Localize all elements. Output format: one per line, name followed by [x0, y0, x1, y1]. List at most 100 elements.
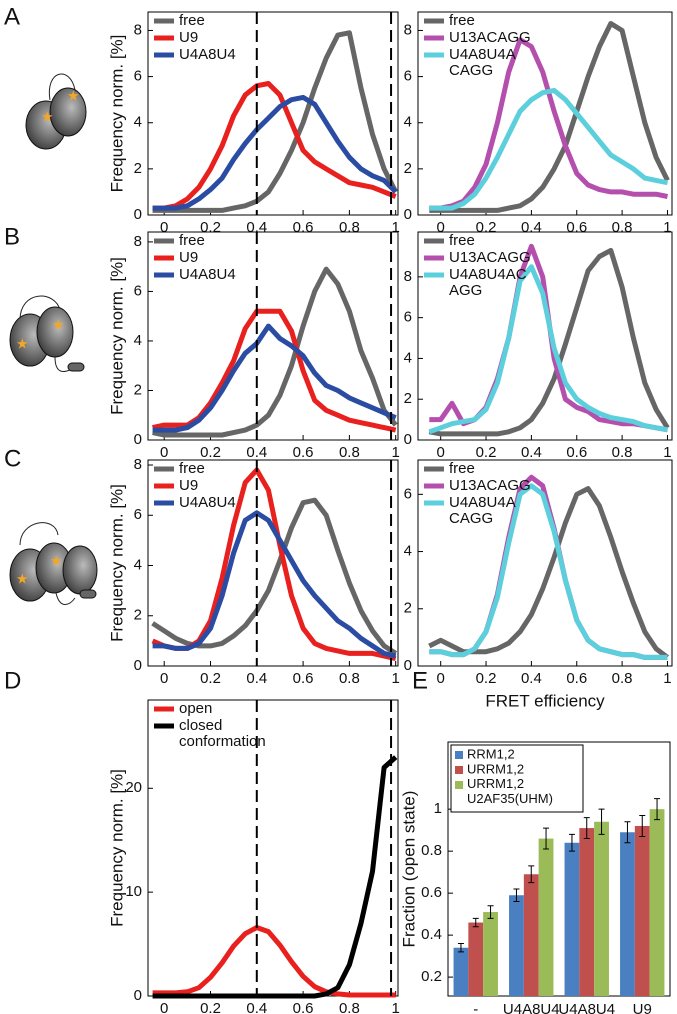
y-tick-label: 4 — [404, 114, 412, 131]
x-tick-label: 0.6 — [566, 670, 587, 687]
y-tick-label: 2 — [134, 607, 142, 624]
y-tick-label: 0 — [404, 657, 412, 674]
y-tick-label: 4 — [134, 114, 142, 131]
series-line — [152, 323, 397, 433]
y-tick-label: 4 — [134, 332, 142, 349]
error-bar — [654, 798, 661, 821]
y-tick-label: 0.6 — [421, 884, 442, 901]
bar — [579, 828, 595, 996]
y-tick-label: 0 — [404, 206, 412, 223]
x-tick-label: 0.4 — [521, 670, 542, 687]
x-tick-label: 0.4 — [521, 444, 542, 461]
series-line — [429, 21, 670, 213]
y-tick-label: 4 — [404, 349, 412, 366]
legend-label: closed conformation — [179, 717, 266, 750]
x-tick-label: 0 — [160, 1000, 168, 1014]
bar — [483, 912, 498, 996]
x-tick-label: 0.8 — [612, 219, 633, 236]
x-tick-label: 0 — [160, 219, 168, 236]
svg-text:★: ★ — [41, 109, 54, 125]
error-bar — [583, 817, 590, 840]
x-tick-label: 0.6 — [293, 219, 314, 236]
plot-frame — [417, 231, 673, 441]
y-tick-label: 6 — [134, 506, 142, 523]
svg-text:★: ★ — [16, 336, 29, 352]
x-tick-label: 1 — [663, 670, 671, 687]
x-tick-label: 0.4 — [521, 219, 542, 236]
series-line — [428, 264, 668, 435]
x-tick-label: 0 — [437, 670, 445, 687]
y-tick-label: 0 — [134, 206, 142, 223]
legend-label: free — [179, 12, 205, 29]
x-tick-label: 0.2 — [476, 219, 497, 236]
panel-label: B — [4, 223, 20, 250]
legend-label: U4A8U4 — [179, 266, 236, 283]
bar — [509, 895, 524, 996]
series-line — [429, 87, 668, 211]
error-bar — [457, 943, 464, 953]
plot-frame — [417, 11, 673, 216]
y-tick-label: 8 — [134, 456, 142, 473]
series-line — [152, 925, 396, 998]
legend-label: free — [179, 232, 205, 249]
panel-label: E — [412, 667, 428, 694]
plot-frame — [417, 459, 673, 667]
series-line — [429, 483, 668, 660]
x-tick-label: 0.2 — [200, 444, 221, 461]
x-tick-label: 1 — [392, 219, 400, 236]
x-tick-label: 0.8 — [612, 670, 633, 687]
series-line — [152, 81, 397, 211]
legend-label: U9 — [179, 29, 198, 46]
y-axis-label: Frequency norm. [%] — [107, 484, 126, 642]
x-tick-label: 0.8 — [339, 219, 360, 236]
y-tick-label: 0 — [404, 431, 412, 448]
legend-label: U4A8U4 — [179, 494, 236, 511]
y-tick-label: 1 — [434, 800, 442, 817]
y-tick-label: 8 — [404, 21, 412, 38]
legend-label: U9 — [179, 477, 198, 494]
error-bar — [487, 905, 494, 919]
bar — [620, 832, 635, 996]
y-tick-label: 20 — [125, 779, 142, 796]
x-tick-label: 0.8 — [339, 670, 360, 687]
y-tick-label: 0 — [134, 657, 142, 674]
legend-label: RRM1,2 — [467, 746, 515, 761]
legend-swatch — [455, 766, 463, 774]
bar — [523, 874, 539, 996]
panel-label: C — [4, 445, 21, 472]
x-tick-label: 1 — [392, 444, 400, 461]
y-tick-label: 0.8 — [421, 842, 442, 859]
y-axis-label: Fraction (open state) — [399, 791, 418, 948]
plot-frame — [447, 741, 671, 997]
y-tick-label: 6 — [134, 68, 142, 85]
series-line — [152, 755, 398, 999]
legend-label: URRM1,2 — [467, 761, 524, 776]
x-tick-label: 0.8 — [339, 1000, 360, 1014]
series-line — [152, 510, 397, 659]
y-tick-label: 2 — [404, 390, 412, 407]
x-tick-label: 0 — [160, 444, 168, 461]
legend-label: free — [449, 232, 475, 249]
bar — [468, 922, 484, 996]
x-tick-label: 1 — [392, 1000, 400, 1014]
y-axis-label: Frequency norm. [%] — [107, 257, 126, 415]
x-tick-label: 1 — [392, 670, 400, 687]
svg-text:★: ★ — [50, 553, 63, 569]
x-tick-label: 0.4 — [246, 670, 267, 687]
bar — [649, 809, 665, 996]
plot-frame — [147, 459, 399, 667]
legend-label: open — [179, 700, 212, 717]
series-line — [428, 247, 670, 437]
legend-label: free — [449, 460, 475, 477]
y-axis-label: Frequency norm. [%] — [107, 769, 126, 927]
x-tick-label: - — [473, 1001, 478, 1014]
x-tick-label: 1 — [663, 444, 671, 461]
error-bar — [639, 814, 646, 837]
svg-text:★: ★ — [52, 317, 65, 333]
legend-box — [450, 744, 584, 813]
